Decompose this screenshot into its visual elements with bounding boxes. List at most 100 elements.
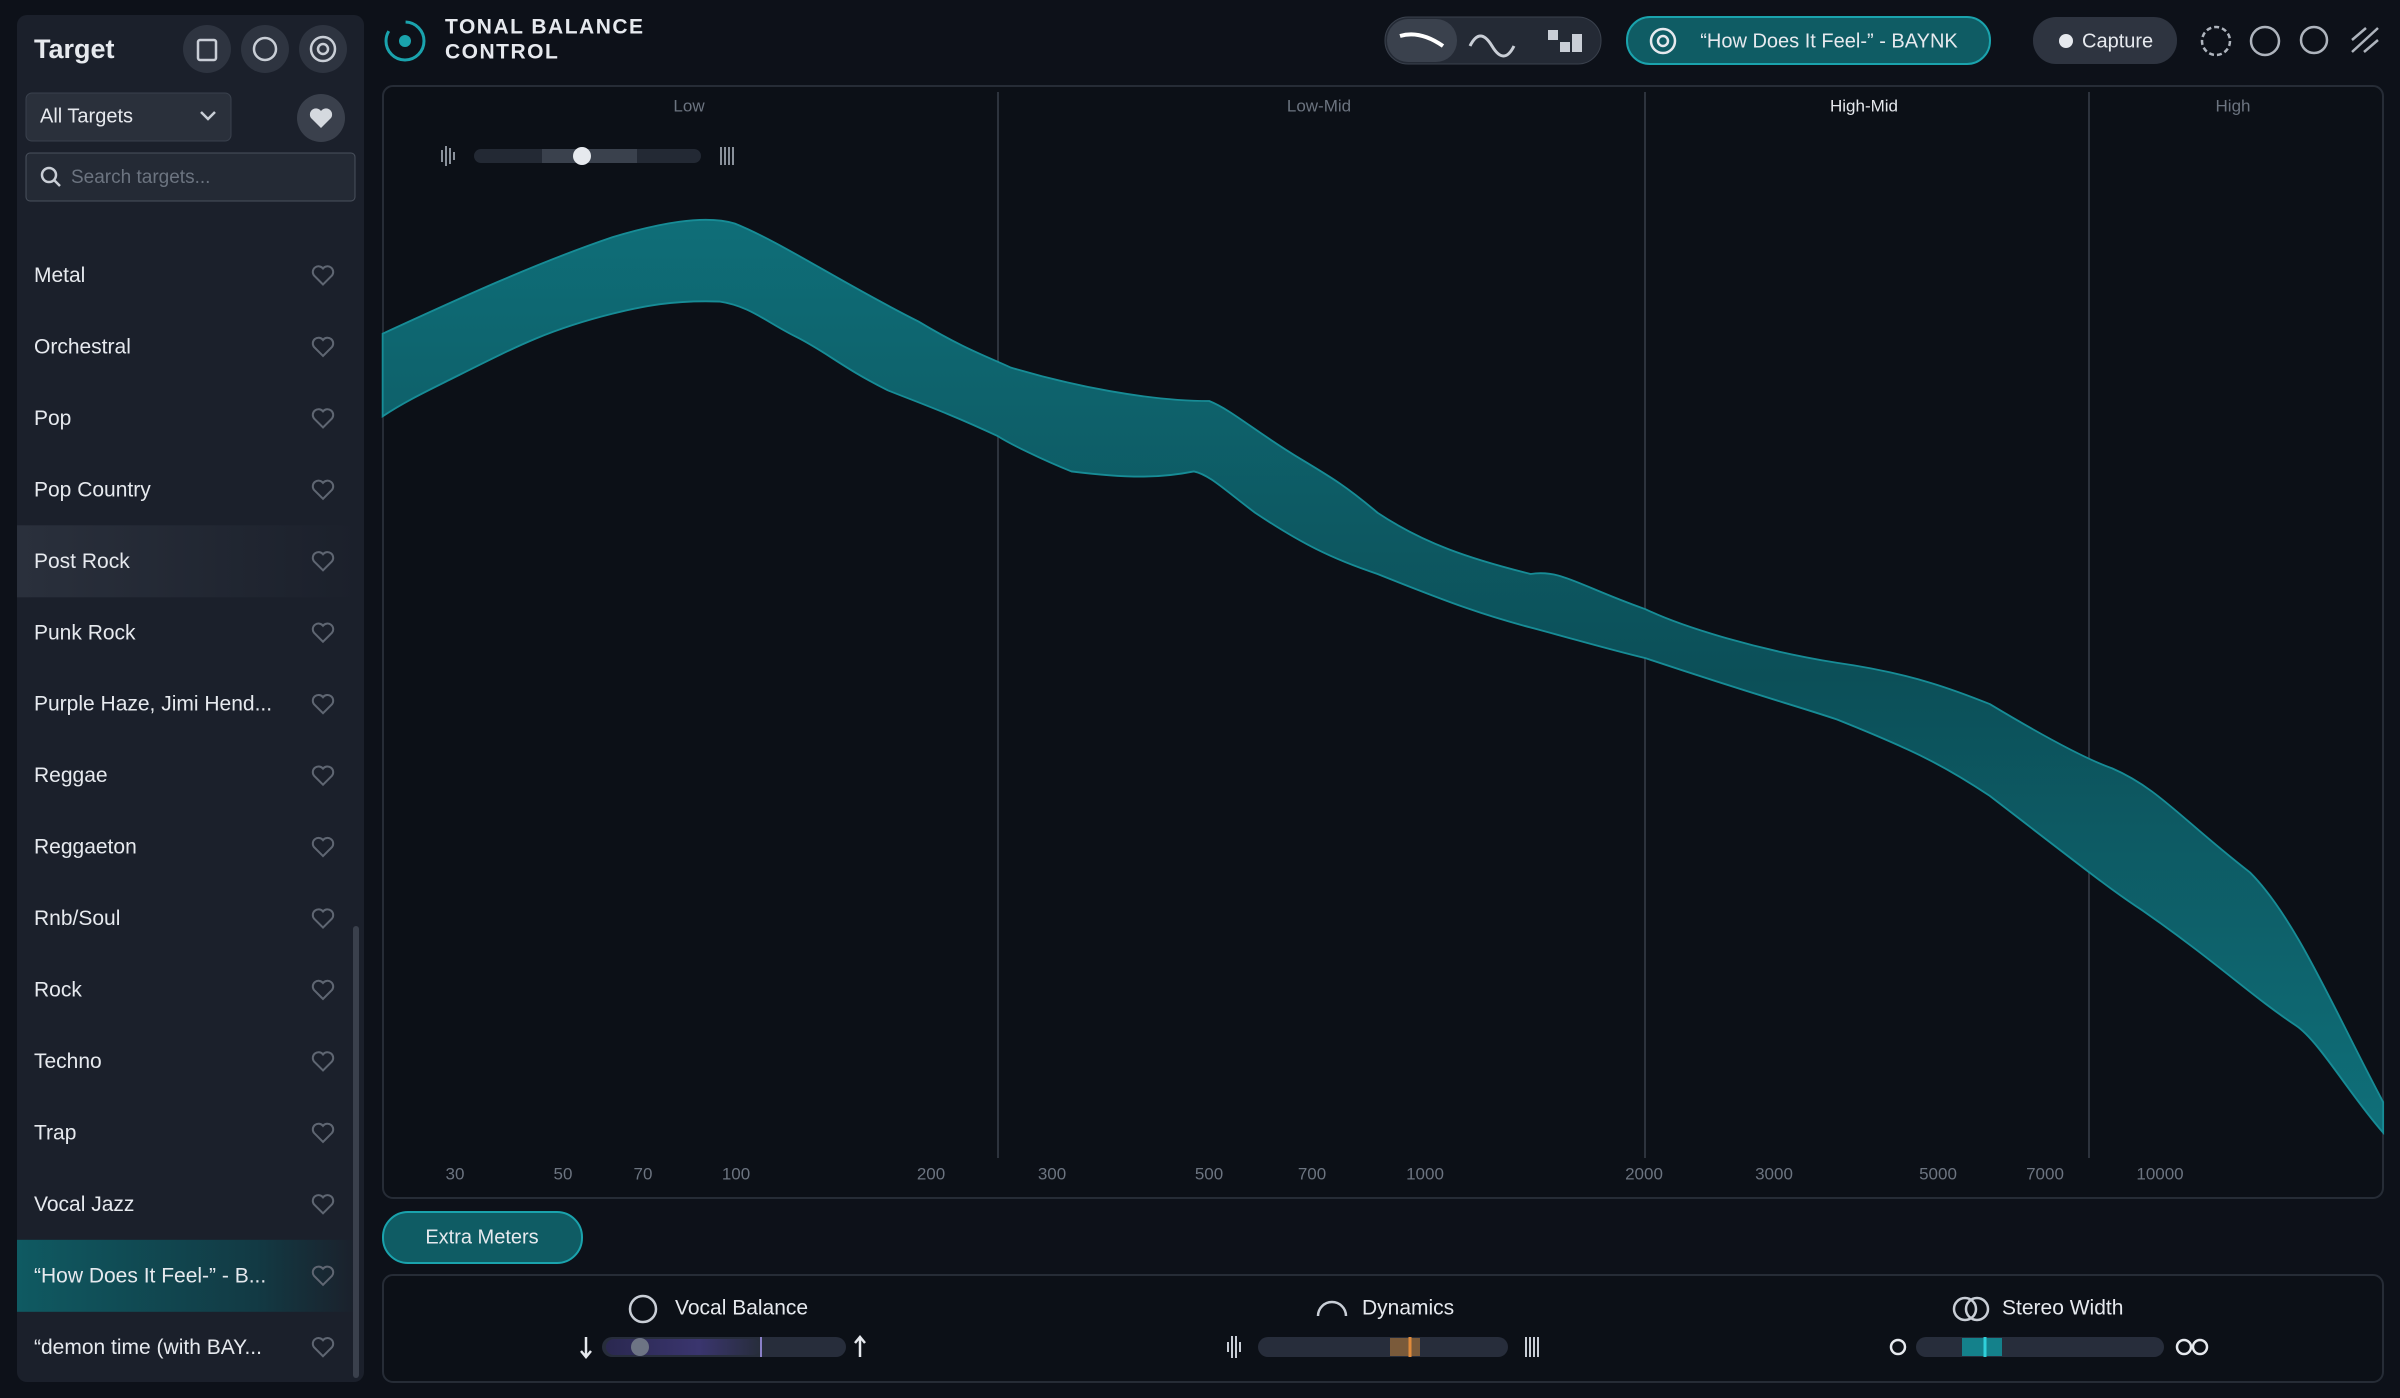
view-broadband[interactable] — [1387, 19, 1457, 62]
target-name: Reggae — [34, 764, 108, 787]
target-item[interactable]: “demon time (with BAY... — [34, 1336, 335, 1359]
target-icon — [309, 35, 337, 63]
favorite-icon[interactable] — [311, 479, 335, 501]
frequency-label: 10000 — [2136, 1164, 2183, 1183]
favorite-icon[interactable] — [311, 1122, 335, 1144]
target-name: “demon time (with BAY... — [34, 1336, 262, 1359]
target-item[interactable]: Reggae — [34, 764, 335, 787]
stereo-track — [1916, 1337, 2164, 1357]
dropdown-chevron — [200, 111, 216, 121]
stereo-wide-icon — [2191, 1338, 2209, 1356]
search-placeholder: Search targets... — [71, 167, 210, 188]
dynamics-range — [1390, 1338, 1420, 1356]
chat-icon[interactable] — [2299, 25, 2329, 55]
tonal-balance-curve — [381, 218, 2385, 1136]
target-item[interactable]: Techno — [34, 1050, 335, 1073]
favorite-icon[interactable] — [311, 265, 335, 286]
target-icon-inner — [316, 42, 330, 56]
favorite-icon[interactable] — [311, 336, 335, 358]
target-name: Metal — [34, 264, 85, 287]
stereo-icon — [1964, 1296, 1990, 1322]
reference-button[interactable] — [1626, 16, 1991, 65]
list-icon — [252, 36, 278, 62]
target-name: Orchestral — [34, 335, 131, 358]
favorite-icon[interactable] — [311, 1194, 335, 1215]
meter-label: Vocal Balance — [675, 1297, 808, 1320]
target-name: “How Does It Feel-” - B... — [34, 1264, 266, 1287]
smoothing-knob[interactable] — [573, 147, 591, 165]
favorite-icon[interactable] — [311, 765, 335, 787]
target-name: Techno — [34, 1050, 102, 1073]
target-item[interactable]: Orchestral — [34, 335, 335, 358]
graph: Low Low-Mid High-Mid High 30 50 70 100 200 30… — [381, 85, 2385, 1199]
frequency-label: 700 — [1298, 1164, 1326, 1183]
frequency-label: 100 — [722, 1164, 750, 1183]
extra-meters-button[interactable] — [382, 1211, 583, 1264]
target-item[interactable]: Purple Haze, Jimi Hend... — [34, 693, 335, 716]
capture-button[interactable] — [2033, 17, 2177, 64]
smoothing-icon-high — [720, 147, 734, 165]
stereo-mono-icon — [1889, 1338, 1907, 1356]
frequency-label: 50 — [554, 1164, 573, 1183]
reference-icon — [1656, 34, 1670, 48]
target-name: Trap — [34, 1121, 76, 1144]
band-label: Low — [673, 96, 705, 115]
search-icon-handle — [53, 179, 61, 187]
favorites-icon — [309, 108, 333, 128]
frequency-label: 1000 — [1406, 1164, 1444, 1183]
vocal-balance-range — [606, 1339, 761, 1355]
meter-label: Stereo Width — [2002, 1297, 2123, 1320]
favorite-icon[interactable] — [311, 694, 335, 715]
target-name: Punk Rock — [34, 621, 136, 644]
favorite-icon[interactable] — [311, 1337, 335, 1358]
meter-label: Dynamics — [1362, 1297, 1454, 1320]
target-item[interactable]: Metal — [34, 264, 335, 287]
target-button[interactable] — [299, 25, 347, 73]
target-item[interactable]: “How Does It Feel-” - B... — [17, 1239, 357, 1312]
search-box[interactable] — [25, 152, 356, 202]
target-item[interactable]: Trap — [34, 1121, 335, 1144]
favorite-icon[interactable] — [311, 408, 335, 429]
band-label: High-Mid — [1830, 96, 1898, 115]
resize-icon[interactable] — [2351, 27, 2379, 53]
vocal-up-icon — [854, 1335, 866, 1357]
band-label: Low-Mid — [1287, 96, 1351, 115]
list-button[interactable] — [241, 25, 289, 73]
view-broadband-icon — [1399, 32, 1445, 48]
favorite-icon[interactable] — [311, 979, 335, 1001]
target-item[interactable]: Vocal Jazz — [34, 1193, 335, 1216]
delete-button[interactable] — [183, 25, 231, 73]
band-label: High — [2216, 96, 2251, 115]
meters-panel — [382, 1274, 2384, 1383]
target-item[interactable]: Post Rock — [17, 525, 357, 598]
frequency-label: 70 — [634, 1164, 653, 1183]
target-item[interactable]: Rock — [34, 979, 335, 1002]
target-name: Post Rock — [34, 550, 130, 573]
view-crest-icon[interactable] — [1548, 30, 1558, 40]
favorite-icon[interactable] — [311, 622, 335, 644]
filter-dropdown[interactable] — [25, 92, 232, 142]
frequency-label: 7000 — [2026, 1164, 2064, 1183]
dynamics-icon — [1316, 1300, 1348, 1317]
target-item[interactable]: Rnb/Soul — [34, 907, 335, 930]
target-item[interactable]: Reggaeton — [34, 836, 335, 859]
target-item[interactable]: Pop — [34, 407, 335, 430]
logo-dot — [399, 35, 411, 47]
favorite-icon[interactable] — [311, 1265, 335, 1287]
smoothing-icon-low — [441, 146, 455, 166]
view-crest-icon — [1560, 42, 1570, 52]
frequency-label: 5000 — [1919, 1164, 1957, 1183]
favorite-icon[interactable] — [311, 551, 335, 572]
favorite-icon[interactable] — [311, 836, 335, 858]
target-name: Pop Country — [34, 478, 151, 501]
target-item[interactable]: Punk Rock — [34, 621, 335, 644]
extra-meters-label: Extra Meters — [425, 1226, 538, 1248]
favorite-icon[interactable] — [311, 1051, 335, 1072]
target-item[interactable]: Pop Country — [34, 478, 335, 501]
view-fine-icon[interactable] — [1468, 34, 1516, 58]
view-crest-icon — [1572, 34, 1582, 52]
settings-icon[interactable] — [2200, 25, 2232, 57]
target-name: Pop — [34, 407, 71, 430]
help-icon[interactable] — [2249, 25, 2281, 57]
favorite-icon[interactable] — [311, 908, 335, 929]
